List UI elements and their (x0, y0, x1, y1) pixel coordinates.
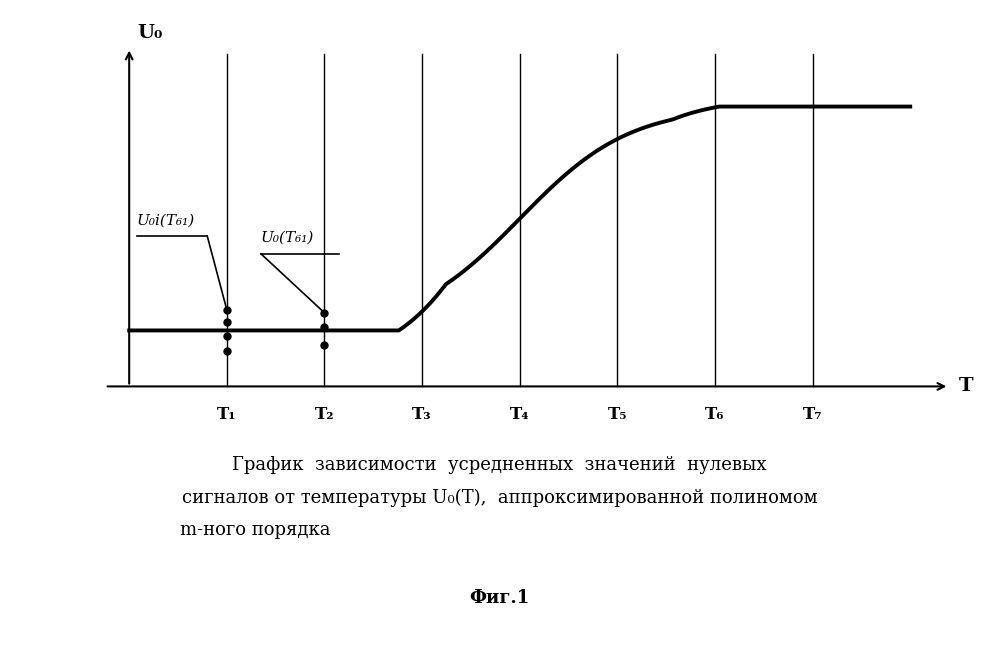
Text: T₄: T₄ (509, 406, 529, 422)
Text: T: T (959, 377, 974, 395)
Text: График  зависимости  усредненных  значений  нулевых: График зависимости усредненных значений … (232, 456, 767, 474)
Text: U₀(T₆₁): U₀(T₆₁) (261, 231, 315, 245)
Text: U₀i(T₆₁): U₀i(T₆₁) (137, 214, 195, 227)
Text: T₇: T₇ (803, 406, 822, 422)
Text: m-ного порядка: m-ного порядка (180, 521, 331, 539)
Text: сигналов от температуры U₀(T),  аппроксимированной полиномом: сигналов от температуры U₀(T), аппроксим… (182, 488, 817, 507)
Text: T₂: T₂ (315, 406, 335, 422)
Text: T₅: T₅ (607, 406, 627, 422)
Text: T₆: T₆ (705, 406, 724, 422)
Text: T₃: T₃ (413, 406, 432, 422)
Text: Фиг.1: Фиг.1 (470, 589, 529, 607)
Text: U₀: U₀ (137, 24, 163, 42)
Text: T₁: T₁ (217, 406, 237, 422)
